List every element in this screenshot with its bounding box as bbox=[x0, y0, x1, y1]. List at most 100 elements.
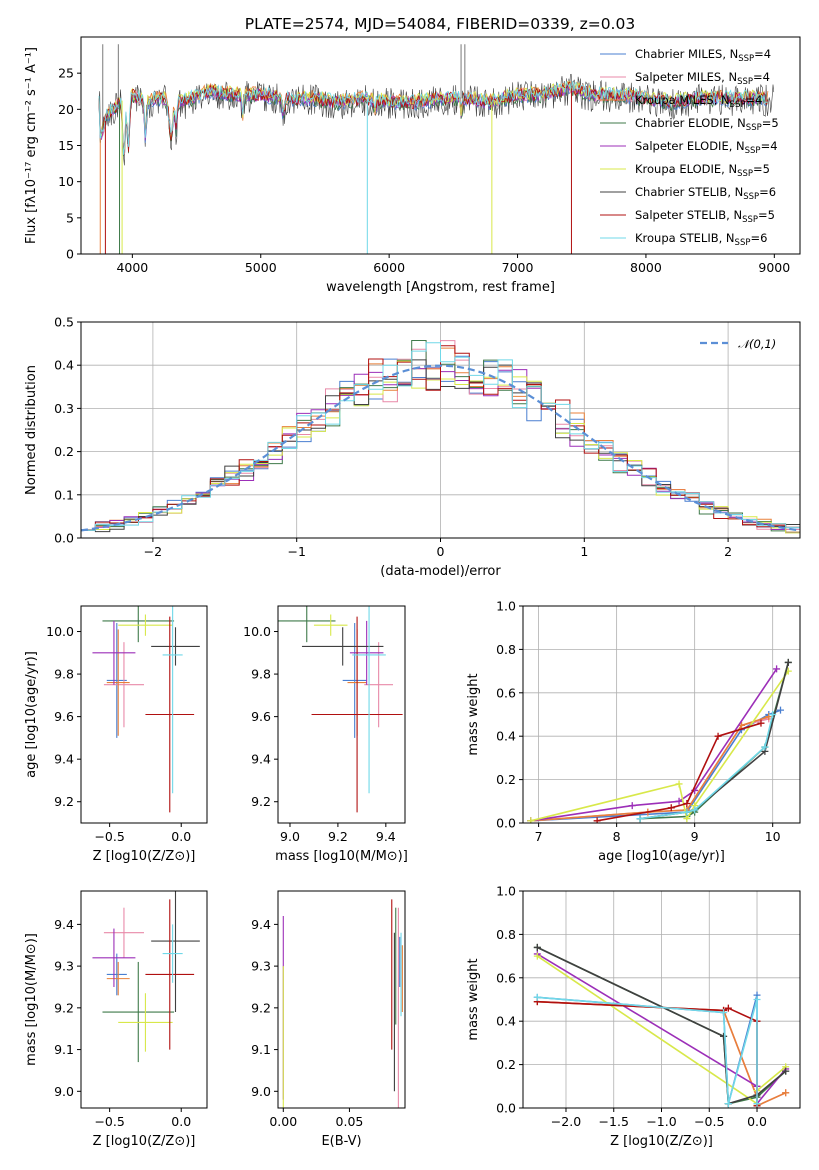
y-tick-label: 0.4 bbox=[496, 1014, 516, 1029]
x-axis-label: wavelength [Angstrom, rest frame] bbox=[326, 280, 555, 295]
data-point-marker bbox=[720, 1032, 728, 1040]
y-tick-label: 0 bbox=[66, 247, 74, 262]
y-tick-label: 9.2 bbox=[54, 1000, 74, 1015]
spectrum-line bbox=[98, 81, 769, 152]
data-point-marker bbox=[784, 658, 792, 666]
data-point-marker bbox=[683, 808, 691, 816]
x-tick-label: 0.05 bbox=[336, 1114, 364, 1129]
x-axis-label: E(B-V) bbox=[321, 1134, 361, 1149]
x-tick-label: 8000 bbox=[630, 260, 662, 275]
y-tick-label: 9.4 bbox=[251, 752, 271, 767]
panel-residuals: −2 −1 0 1 2 0.0 0.1 0.2 0.3 0.4 0.5 (data-model)/er… bbox=[24, 315, 801, 579]
y-tick-label: 0.0 bbox=[496, 1101, 516, 1116]
x-tick-label: 9 bbox=[691, 829, 699, 844]
y-tick-label: 0.6 bbox=[496, 970, 516, 985]
y-tick-label: 9.2 bbox=[251, 1000, 271, 1015]
x-tick-label: −0.5 bbox=[94, 1114, 124, 1129]
y-tick-label: 9.6 bbox=[251, 709, 271, 724]
plot-area bbox=[92, 891, 200, 1063]
panel-age-vs-mass: 9.0 9.2 9.4 9.2 9.4 9.6 9.8 10.0 mass [log10(M/M… bbox=[243, 605, 408, 864]
data-point-marker bbox=[776, 706, 784, 714]
legend-entry: Salpeter STELIB, NSSP=5 bbox=[635, 208, 775, 225]
legend-entry: Salpeter MILES, NSSP=4 bbox=[635, 70, 770, 87]
y-tick-label: 9.6 bbox=[54, 709, 74, 724]
panel-age-vs-Z: −0.5 0.0 9.2 9.4 9.6 9.8 10.0 Z [log10(Z/Z⊙)] ag… bbox=[24, 605, 208, 864]
histogram-step bbox=[81, 342, 800, 531]
plot-area bbox=[98, 44, 775, 254]
x-tick-label: 0.0 bbox=[747, 1114, 767, 1129]
axes-frame bbox=[277, 605, 406, 824]
x-tick-label: 0.0 bbox=[171, 1114, 191, 1129]
y-tick-label: 9.2 bbox=[54, 794, 74, 809]
y-tick-label: 0.2 bbox=[54, 444, 74, 459]
x-tick-label: 9.4 bbox=[376, 829, 396, 844]
y-tick-label: 0.0 bbox=[496, 816, 516, 831]
plot-area bbox=[92, 606, 200, 813]
y-tick-label: 20 bbox=[58, 102, 74, 117]
data-point-marker bbox=[724, 1100, 732, 1108]
y-tick-label: 9.2 bbox=[251, 794, 271, 809]
x-tick-label: 7000 bbox=[502, 260, 534, 275]
y-tick-label: 9.4 bbox=[54, 752, 74, 767]
data-point-marker bbox=[636, 815, 644, 823]
x-tick-label: 2 bbox=[724, 544, 732, 559]
x-tick-label: 9.2 bbox=[328, 829, 348, 844]
figure-title: PLATE=2574, MJD=54084, FIBERID=0339, z=0… bbox=[245, 15, 635, 33]
panel-spectrum: 4000 5000 6000 7000 8000 9000 0 5 10 15 20 25 wavele… bbox=[24, 36, 801, 295]
x-tick-label: 0.00 bbox=[269, 1114, 297, 1129]
x-tick-label: 1 bbox=[580, 544, 588, 559]
axes-frame bbox=[522, 890, 801, 1109]
y-tick-label: 0.0 bbox=[54, 531, 74, 546]
data-point-marker bbox=[527, 817, 535, 823]
y-axis-label: age [log10(age/yr)] bbox=[24, 651, 39, 778]
data-point-marker bbox=[724, 1004, 732, 1012]
legend-entry: Chabrier STELIB, NSSP=6 bbox=[635, 185, 776, 202]
y-tick-label: 0.3 bbox=[54, 401, 74, 416]
y-tick-label: 0.2 bbox=[496, 1057, 516, 1072]
data-point-marker bbox=[683, 815, 691, 823]
y-axis-label: Normed distribution bbox=[24, 365, 39, 495]
panel-mass-vs-ebv: 0.00 0.05 9.0 9.1 9.2 9.3 9.4 E(B-V) bbox=[251, 890, 406, 1149]
y-tick-label: 9.8 bbox=[251, 667, 271, 682]
x-tick-label: −0.5 bbox=[694, 1114, 724, 1129]
y-tick-label: 9.3 bbox=[54, 959, 74, 974]
y-tick-label: 0.1 bbox=[54, 487, 74, 502]
y-tick-label: 0.8 bbox=[496, 927, 516, 942]
data-point-marker bbox=[782, 1067, 790, 1075]
legend-entry: Chabrier MILES, NSSP=4 bbox=[635, 47, 771, 64]
y-tick-label: 9.1 bbox=[251, 1042, 271, 1057]
data-point-marker bbox=[714, 732, 722, 740]
x-tick-label: 4000 bbox=[116, 260, 148, 275]
legend-entry: Kroupa STELIB, NSSP=6 bbox=[635, 231, 767, 248]
panel-weight-vs-Z: −2.0 −1.5 −1.0 −0.5 0.0 0.0 0.2 0.4 0.6 0.8 1.0 Z [… bbox=[466, 884, 801, 1149]
x-axis-label: (data-model)/error bbox=[380, 564, 501, 579]
panel-weight-vs-age: 7 8 9 10 0.0 0.2 0.4 0.6 0.8 1.0 age [log10(age/yr… bbox=[466, 599, 801, 864]
axes-frame bbox=[80, 605, 208, 824]
histogram-step bbox=[81, 345, 800, 531]
y-tick-label: 9.8 bbox=[54, 667, 74, 682]
x-tick-label: 10 bbox=[765, 829, 781, 844]
axes-frame bbox=[522, 605, 801, 824]
x-tick-label: 7 bbox=[535, 829, 543, 844]
y-tick-label: 0.2 bbox=[496, 772, 516, 787]
data-point-marker bbox=[757, 719, 765, 727]
x-axis-label: Z [log10(Z/Z⊙)] bbox=[610, 1134, 713, 1149]
x-tick-label: −0.5 bbox=[94, 829, 124, 844]
data-point-marker bbox=[683, 799, 691, 807]
y-tick-label: 9.4 bbox=[251, 917, 271, 932]
y-axis-label: mass weight bbox=[466, 958, 481, 1040]
plot-area bbox=[81, 340, 800, 534]
y-axis-label: mass weight bbox=[466, 673, 481, 755]
plot-area bbox=[533, 943, 790, 1108]
spectrum-line bbox=[98, 80, 769, 153]
x-tick-label: −1.5 bbox=[599, 1114, 629, 1129]
y-tick-label: 1.0 bbox=[496, 599, 516, 614]
x-tick-label: 0 bbox=[437, 544, 445, 559]
x-tick-label: 8 bbox=[613, 829, 621, 844]
y-tick-label: 9.0 bbox=[251, 1084, 271, 1099]
data-point-marker bbox=[761, 743, 769, 751]
data-point-marker bbox=[691, 806, 699, 814]
y-tick-label: 0.5 bbox=[54, 315, 74, 330]
data-point-marker bbox=[667, 804, 675, 812]
y-tick-label: 5 bbox=[66, 210, 74, 225]
